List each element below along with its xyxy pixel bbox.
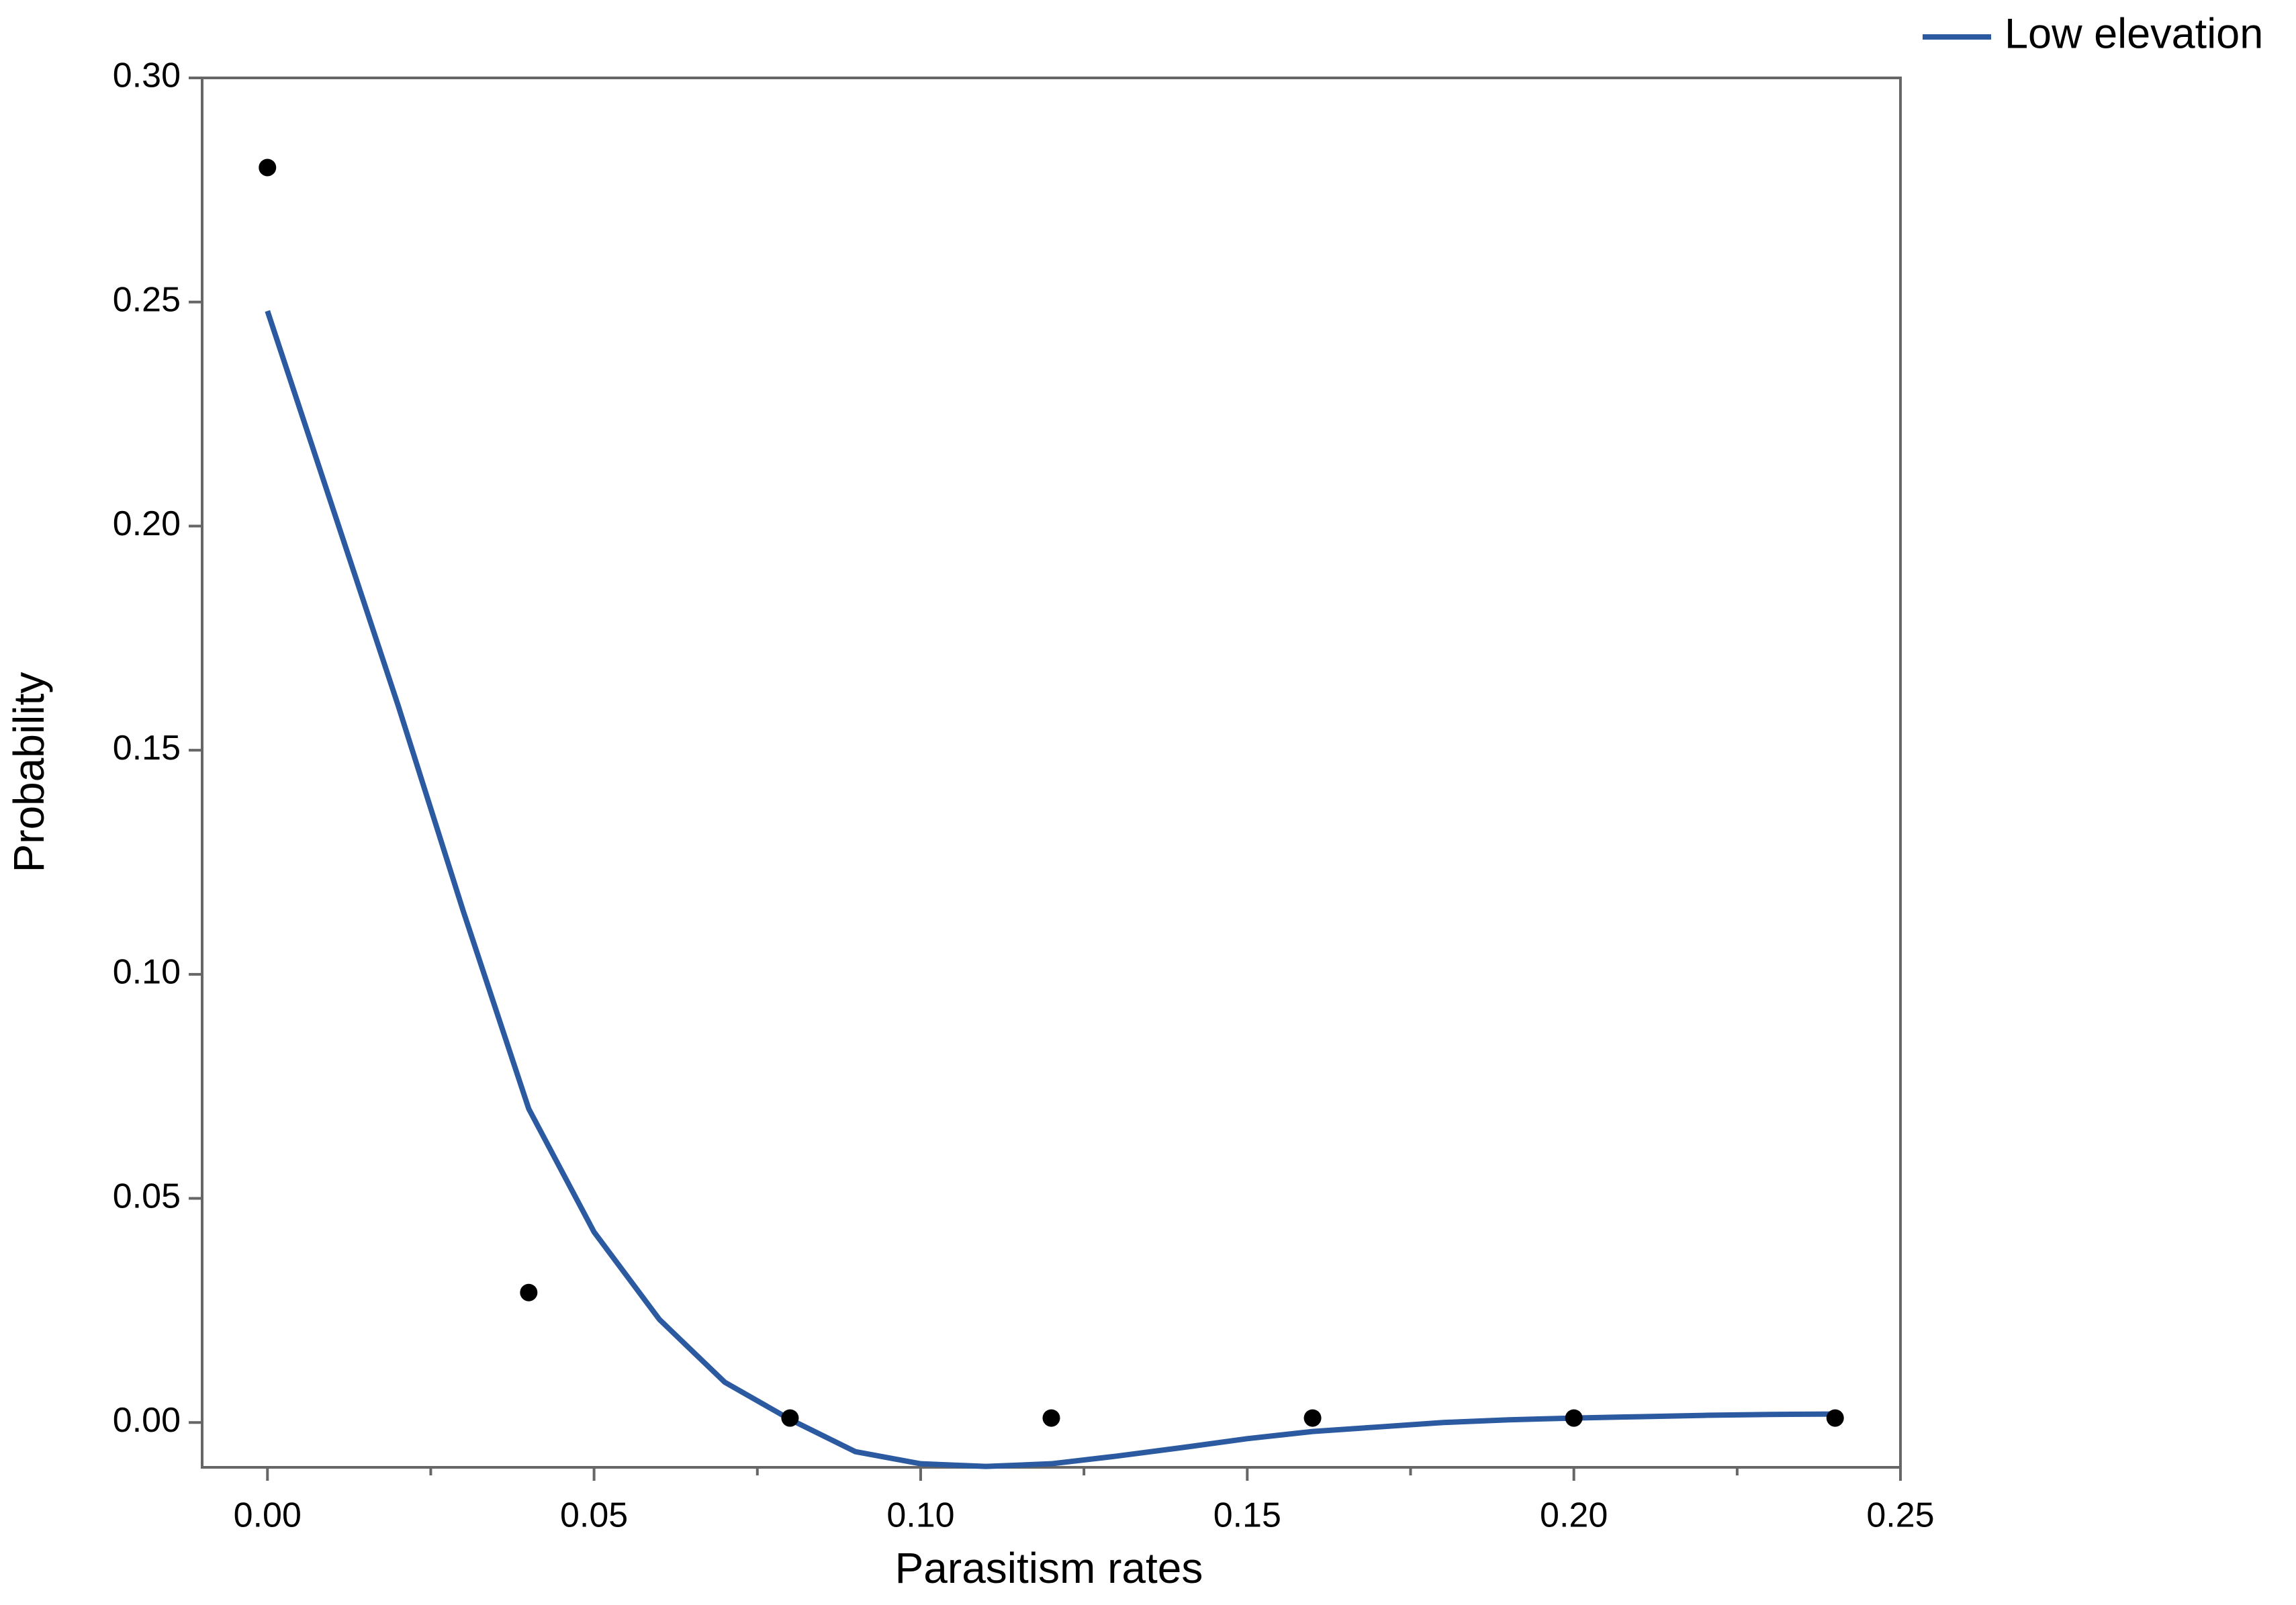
- x-axis-title: Parasitism rates: [895, 1544, 1203, 1592]
- y-tick-label: 0.30: [113, 56, 181, 95]
- data-point: [1565, 1409, 1583, 1427]
- y-axis-title: Probability: [5, 672, 53, 873]
- data-point: [781, 1409, 799, 1427]
- plot-frame: [201, 77, 1902, 1469]
- data-point: [259, 158, 277, 177]
- data-point: [1303, 1409, 1322, 1427]
- data-point: [1042, 1409, 1060, 1427]
- y-tick-label: 0.10: [113, 953, 181, 992]
- y-tick-label: 0.15: [113, 729, 181, 768]
- x-tick-label: 0.20: [1540, 1496, 1608, 1535]
- y-tick-label: 0.25: [113, 280, 181, 319]
- y-tick-label: 0.20: [113, 504, 181, 543]
- data-point: [520, 1283, 538, 1301]
- line-series: [265, 310, 1835, 1469]
- data-point: [1826, 1409, 1844, 1427]
- x-tick-label: 0.25: [1866, 1496, 1934, 1535]
- x-tick-label: 0.15: [1213, 1496, 1281, 1535]
- legend-label: Low elevation: [2005, 11, 2263, 58]
- x-tick-label: 0.10: [886, 1496, 954, 1535]
- y-tick-label: 0.00: [113, 1401, 181, 1440]
- x-tick-label: 0.05: [560, 1496, 628, 1535]
- y-tick-label: 0.05: [113, 1177, 181, 1216]
- x-tick-label: 0.00: [234, 1496, 302, 1535]
